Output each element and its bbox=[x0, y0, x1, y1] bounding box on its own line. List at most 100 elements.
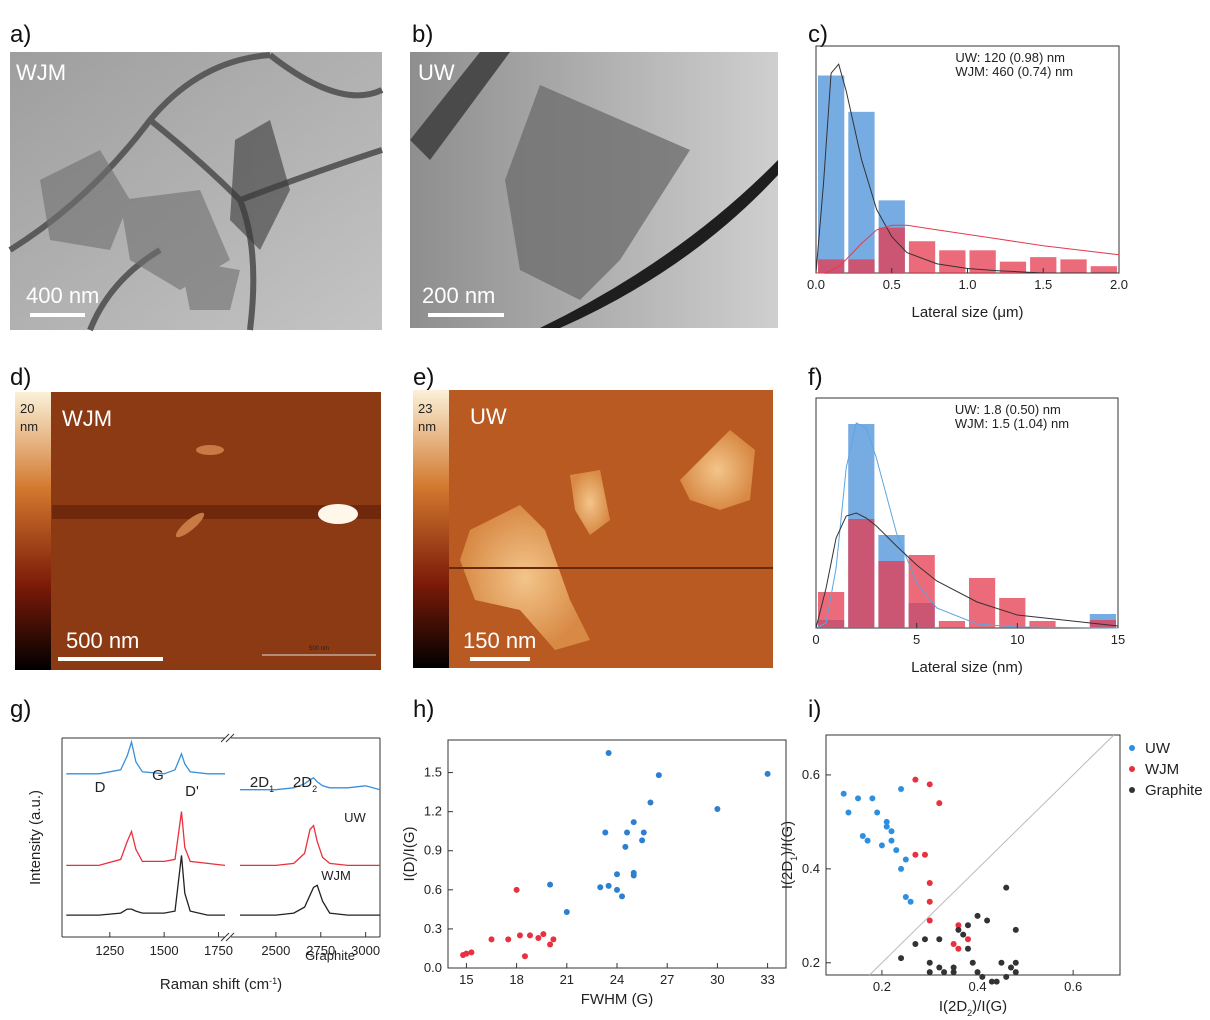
peak-label-part: 2 bbox=[312, 784, 317, 794]
legend-marker bbox=[1129, 766, 1135, 772]
scatter-point bbox=[869, 795, 876, 802]
scatter-point bbox=[764, 770, 771, 777]
scatter-point bbox=[898, 955, 905, 962]
scatter-point bbox=[998, 959, 1005, 966]
scatter-point bbox=[921, 936, 928, 943]
legend-label: WJM: 1.5 (1.04) nm bbox=[955, 416, 1069, 431]
hist-bar bbox=[969, 250, 996, 273]
y-tick-label: 0.4 bbox=[802, 861, 820, 876]
scatter-point bbox=[630, 869, 637, 876]
scatter-point bbox=[647, 799, 654, 806]
scale-bar-label: 400 nm bbox=[26, 283, 99, 308]
colorbar-unit: nm bbox=[418, 419, 436, 434]
colorbar-unit: nm bbox=[20, 419, 38, 434]
scatter-point bbox=[926, 898, 933, 905]
scatter-point bbox=[893, 847, 900, 854]
peak-label: D bbox=[95, 779, 106, 796]
x-tick-label: 24 bbox=[610, 972, 624, 987]
scatter-point bbox=[624, 829, 631, 836]
x-axis-label-part: 2 bbox=[967, 1008, 972, 1018]
peak-label: 2D2 bbox=[293, 774, 317, 794]
scatter-point bbox=[950, 969, 957, 976]
scatter-point bbox=[535, 935, 542, 942]
scatter-point bbox=[855, 795, 862, 802]
x-tick-label: 0.5 bbox=[883, 277, 901, 292]
scatter-point bbox=[974, 912, 981, 919]
reference-line bbox=[869, 734, 1115, 976]
scatter-point bbox=[463, 950, 470, 957]
y-tick-label: 0.3 bbox=[424, 921, 442, 936]
x-axis-label: Raman shift (cm-1) bbox=[160, 976, 282, 993]
hist-bar bbox=[939, 250, 966, 273]
scatter-point bbox=[597, 884, 604, 891]
x-tick-label: 1.0 bbox=[958, 277, 976, 292]
scatter-point bbox=[969, 959, 976, 966]
x-axis-label: Lateral size (nm) bbox=[911, 659, 1023, 676]
x-tick-label: 2500 bbox=[261, 943, 290, 958]
y-tick-label: 1.5 bbox=[424, 765, 442, 780]
panel-label: h) bbox=[413, 696, 434, 723]
scale-bar-label: 500 nm bbox=[66, 628, 139, 653]
scatter-point bbox=[1008, 964, 1015, 971]
peak-label-part: D bbox=[95, 779, 106, 796]
scale-bar bbox=[58, 657, 163, 661]
plot-frame bbox=[815, 397, 1119, 629]
axis-break bbox=[225, 733, 235, 743]
colorbar-max: 23 bbox=[418, 401, 432, 416]
panel-d: d) 20 nm WJM 500 nm 500 nm bbox=[10, 364, 381, 670]
flakes bbox=[40, 120, 290, 310]
scatter-point bbox=[950, 964, 957, 971]
scatter-point bbox=[547, 881, 554, 888]
x-axis-label: Lateral size (μm) bbox=[911, 304, 1023, 321]
particle bbox=[318, 504, 358, 524]
y-axis-label: I(D)/I(G) bbox=[401, 827, 418, 882]
scatter-point bbox=[955, 945, 962, 952]
spectrum-label: UW bbox=[344, 810, 366, 825]
scatter-point bbox=[1012, 926, 1019, 933]
y-tick-label: 0.0 bbox=[424, 960, 442, 975]
hist-bar bbox=[938, 621, 965, 628]
scatter-point bbox=[907, 898, 914, 905]
legend-label: Graphite bbox=[1145, 782, 1203, 799]
scatter-point bbox=[979, 973, 986, 980]
peak-label-part: 2D bbox=[250, 774, 269, 791]
x-axis-label-part: ) bbox=[277, 976, 282, 993]
panel-label: b) bbox=[412, 21, 433, 48]
scatter-point bbox=[845, 809, 852, 816]
sample-label: UW bbox=[470, 404, 507, 429]
sample-label: UW bbox=[418, 60, 455, 85]
hist-bar bbox=[969, 578, 996, 628]
x-tick-label: 1250 bbox=[95, 943, 124, 958]
scatter-point bbox=[1003, 884, 1010, 891]
flake bbox=[460, 505, 590, 650]
panel-label: g) bbox=[10, 696, 31, 723]
scatter-point bbox=[602, 829, 609, 836]
x-axis-label: FWHM (G) bbox=[581, 991, 653, 1008]
panel-label: d) bbox=[10, 364, 31, 391]
scale-bar-label: 200 nm bbox=[422, 283, 495, 308]
scatter-point bbox=[605, 750, 612, 757]
particle bbox=[196, 445, 224, 455]
scatter-point bbox=[964, 945, 971, 952]
x-tick-label: 2750 bbox=[306, 943, 335, 958]
x-tick-label: 5 bbox=[913, 632, 920, 647]
hist-bar bbox=[848, 519, 875, 628]
spectrum bbox=[66, 855, 380, 916]
peak-label: 2D1 bbox=[250, 774, 274, 794]
scatter-point bbox=[874, 809, 881, 816]
x-tick-label: 0.4 bbox=[969, 979, 987, 994]
scatter-point bbox=[714, 806, 721, 813]
y-tick-label: 0.9 bbox=[424, 843, 442, 858]
scatter-point bbox=[883, 823, 890, 830]
scatter-point bbox=[1003, 973, 1010, 980]
scatter-point bbox=[955, 926, 962, 933]
scatter-point bbox=[619, 893, 626, 900]
scatter-point bbox=[912, 851, 919, 858]
fit-curve bbox=[815, 422, 1119, 629]
scatter-point bbox=[1012, 969, 1019, 976]
scatter-point bbox=[563, 908, 570, 915]
scatter-point bbox=[468, 949, 475, 956]
panel-e: e) 23 nm UW 150 nm bbox=[413, 364, 773, 668]
scatter-point bbox=[960, 931, 967, 938]
